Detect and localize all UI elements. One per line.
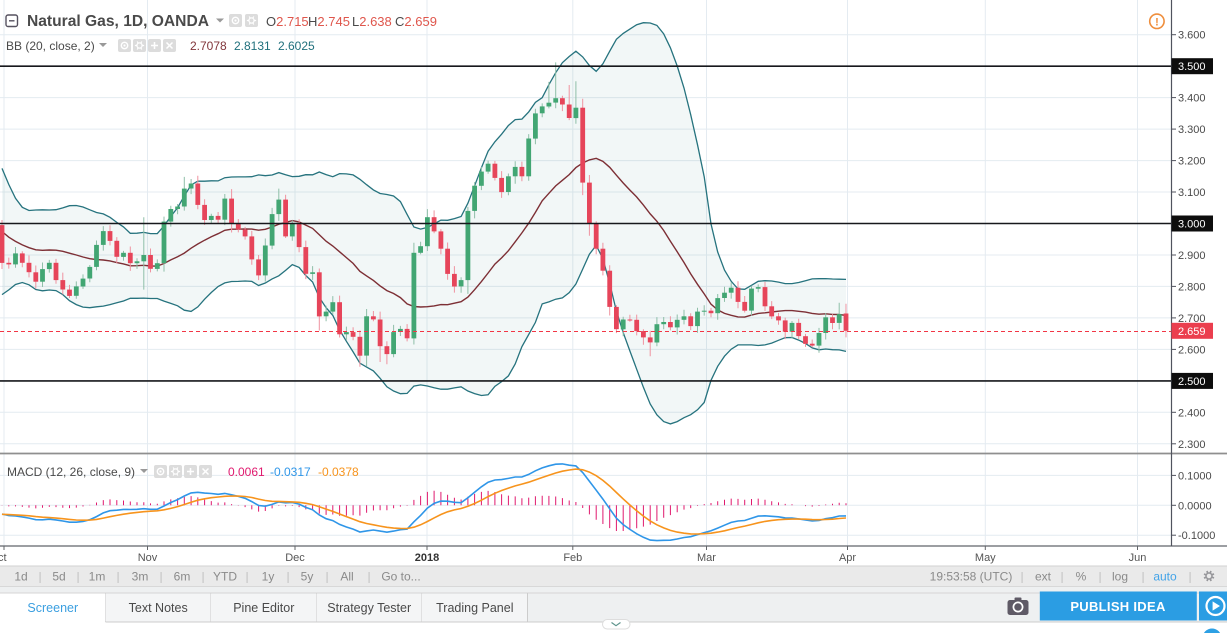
svg-text:Apr: Apr (839, 552, 856, 564)
svg-text:Text Notes: Text Notes (129, 601, 188, 615)
svg-text:|: | (76, 570, 79, 584)
svg-text:Pine Editor: Pine Editor (233, 601, 294, 615)
svg-text:2.659: 2.659 (1178, 326, 1206, 338)
svg-text:Go to...: Go to... (381, 570, 420, 584)
svg-text:auto: auto (1153, 570, 1177, 584)
svg-text:0.0061: 0.0061 (228, 465, 265, 479)
svg-text:BB (20, close, 2): BB (20, close, 2) (6, 39, 95, 53)
svg-text:0.1000: 0.1000 (1178, 470, 1212, 482)
svg-text:log: log (1112, 570, 1128, 584)
svg-text:|: | (245, 570, 248, 584)
svg-text:2.6025: 2.6025 (278, 39, 315, 53)
svg-text:-0.0317: -0.0317 (270, 465, 311, 479)
svg-text:2.500: 2.500 (1178, 376, 1206, 388)
svg-text:Oct: Oct (0, 552, 7, 564)
svg-text:|: | (1060, 570, 1063, 584)
svg-text:2.900: 2.900 (1178, 250, 1206, 262)
svg-text:Natural Gas, 1D, OANDA: Natural Gas, 1D, OANDA (27, 13, 209, 30)
svg-text:|: | (38, 570, 41, 584)
svg-text:Trading Panel: Trading Panel (436, 601, 513, 615)
svg-text:Jun: Jun (1129, 552, 1147, 564)
svg-text:|: | (1141, 570, 1144, 584)
svg-text:|: | (201, 570, 204, 584)
svg-text:3m: 3m (132, 570, 149, 584)
svg-text:|: | (367, 570, 370, 584)
svg-text:2.700: 2.700 (1178, 313, 1206, 325)
svg-text:2.7078: 2.7078 (190, 39, 227, 53)
svg-text:Strategy Tester: Strategy Tester (327, 601, 411, 615)
svg-text:PUBLISH IDEA: PUBLISH IDEA (1070, 599, 1166, 614)
svg-text:YTD: YTD (213, 570, 237, 584)
svg-text:19:53:58 (UTC): 19:53:58 (UTC) (930, 570, 1013, 584)
svg-text:|: | (1188, 570, 1191, 584)
svg-text:All: All (340, 570, 353, 584)
svg-text:%: % (1076, 570, 1087, 584)
svg-text:-0.0378: -0.0378 (318, 465, 359, 479)
svg-text:5y: 5y (301, 570, 314, 584)
svg-text:MACD (12, 26, close, 9): MACD (12, 26, close, 9) (7, 465, 135, 479)
svg-text:May: May (975, 552, 996, 564)
svg-text:3.600: 3.600 (1178, 30, 1206, 42)
svg-text:3.100: 3.100 (1178, 187, 1206, 199)
svg-text:Dec: Dec (285, 552, 305, 564)
svg-text:|: | (116, 570, 119, 584)
svg-text:0.0000: 0.0000 (1178, 500, 1212, 512)
svg-text:Mar: Mar (697, 552, 716, 564)
svg-text:1m: 1m (89, 570, 106, 584)
svg-text:2.800: 2.800 (1178, 281, 1206, 293)
svg-text:Screener: Screener (27, 601, 78, 615)
svg-text:!: ! (1155, 17, 1159, 29)
svg-text:|: | (325, 570, 328, 584)
svg-text:2.600: 2.600 (1178, 344, 1206, 356)
svg-text:3.200: 3.200 (1178, 156, 1206, 168)
svg-text:ext: ext (1035, 570, 1052, 584)
svg-text:3.500: 3.500 (1178, 61, 1206, 73)
svg-text:Nov: Nov (138, 552, 158, 564)
svg-text:|: | (159, 570, 162, 584)
svg-text:-0.1000: -0.1000 (1178, 530, 1215, 542)
svg-text:5d: 5d (52, 570, 65, 584)
svg-text:1d: 1d (14, 570, 27, 584)
svg-text:2.8131: 2.8131 (234, 39, 271, 53)
svg-text:2018: 2018 (415, 552, 439, 564)
svg-text:3.300: 3.300 (1178, 124, 1206, 136)
svg-text:3.400: 3.400 (1178, 93, 1206, 105)
svg-text:1y: 1y (262, 570, 275, 584)
svg-text:2.300: 2.300 (1178, 439, 1206, 451)
svg-text:|: | (286, 570, 289, 584)
svg-text:3.000: 3.000 (1178, 219, 1206, 231)
svg-text:6m: 6m (174, 570, 191, 584)
svg-text:|: | (1098, 570, 1101, 584)
svg-text:|: | (1020, 570, 1023, 584)
svg-text:Feb: Feb (563, 552, 582, 564)
svg-text:2.400: 2.400 (1178, 407, 1206, 419)
